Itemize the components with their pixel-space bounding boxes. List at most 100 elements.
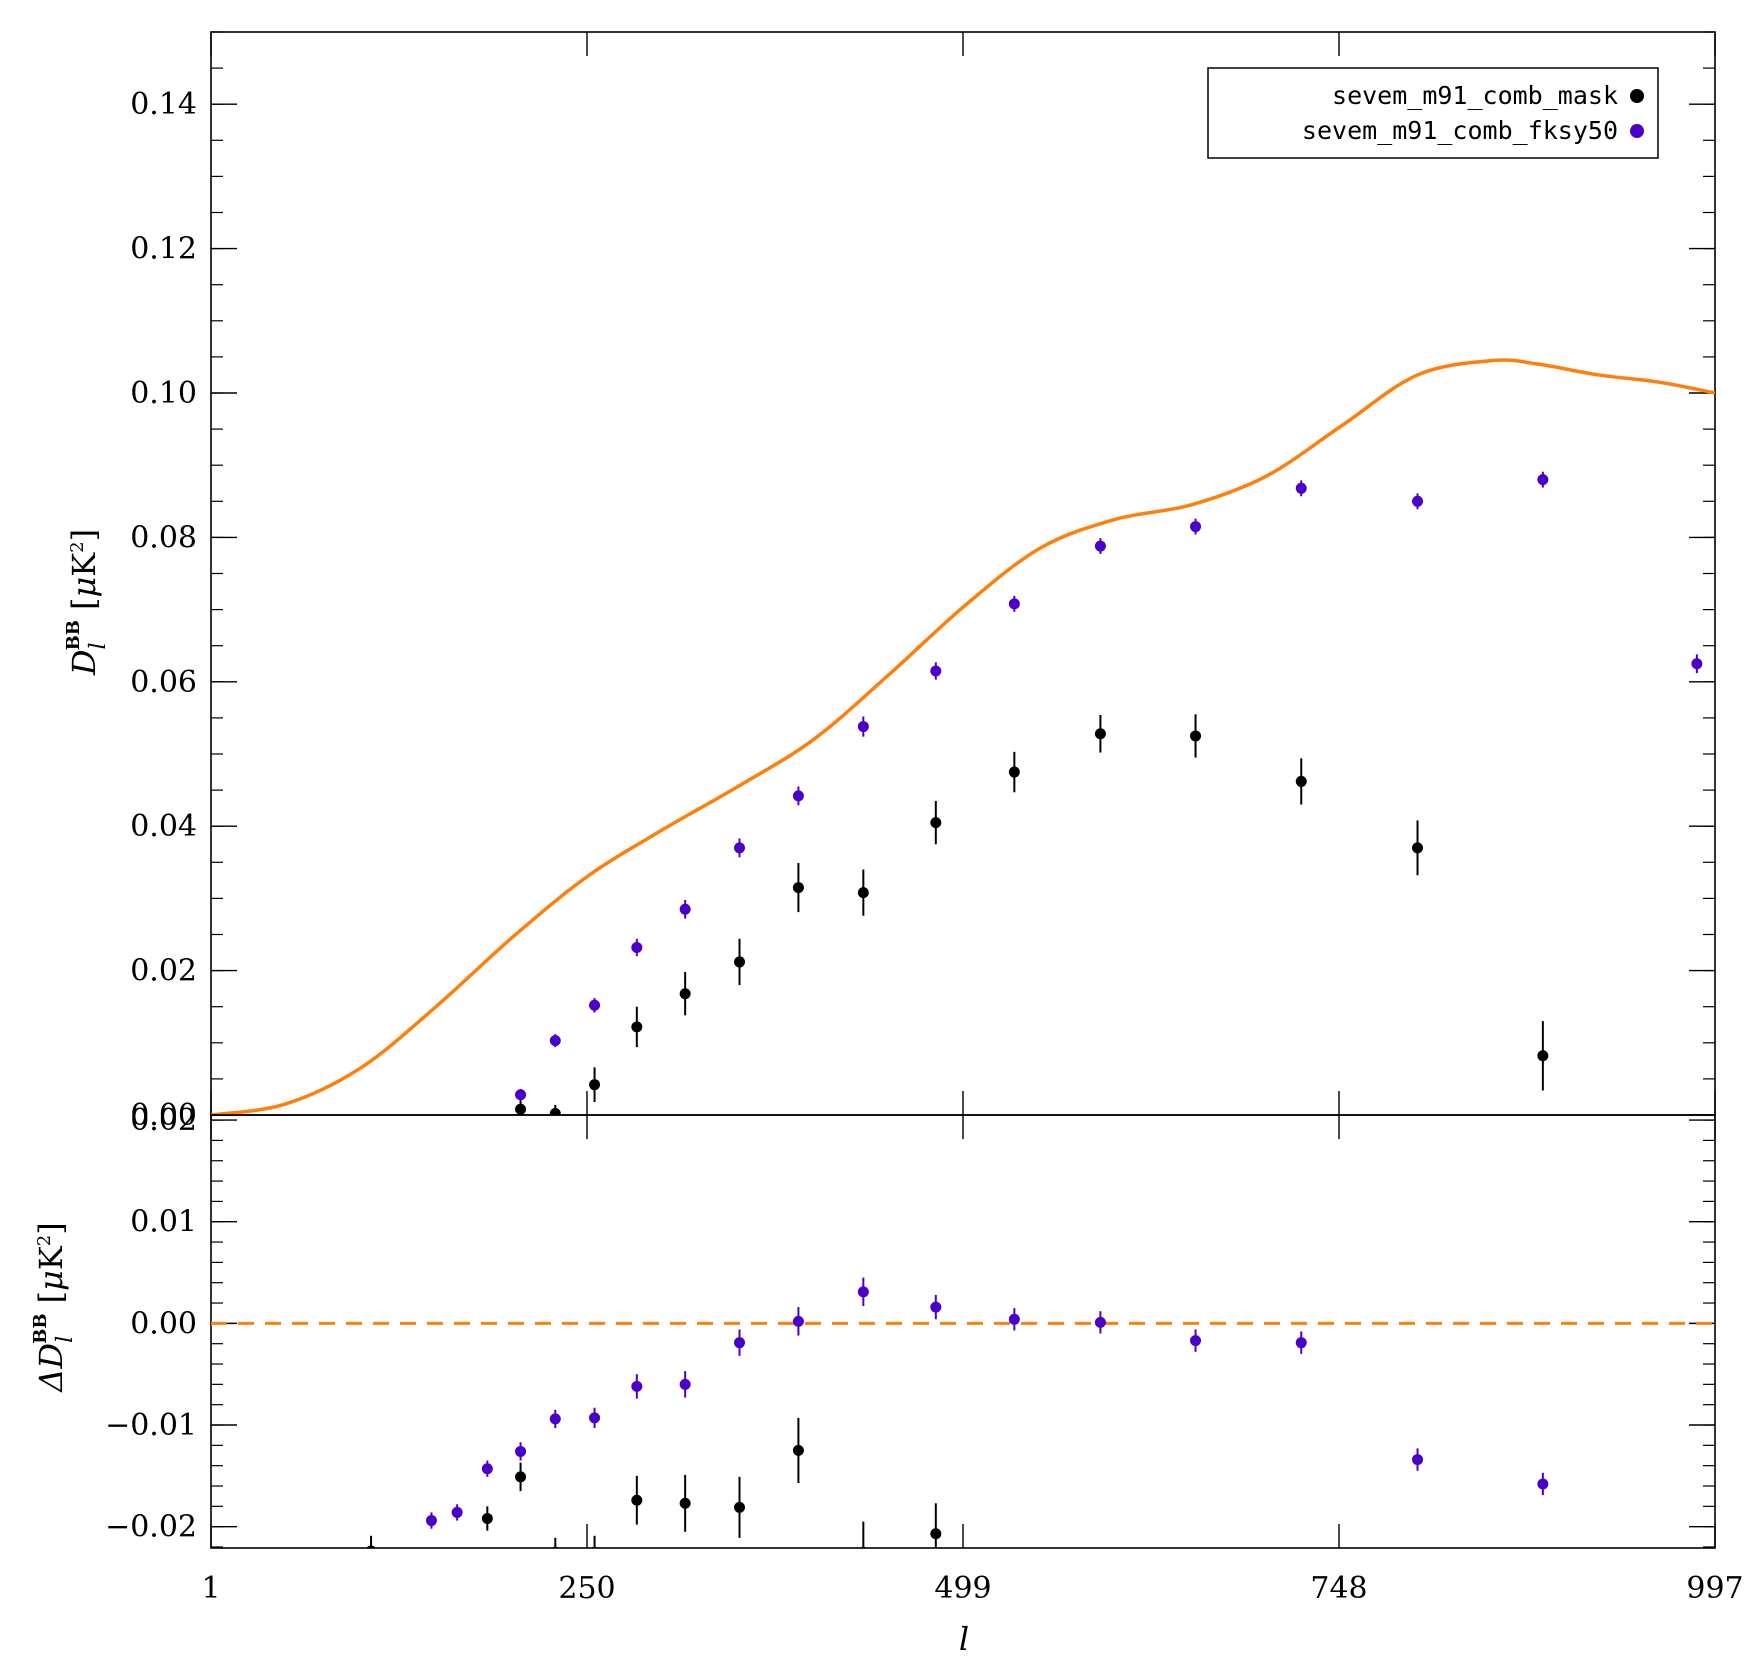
bottom-ylabel-k: K bbox=[32, 1245, 70, 1270]
data-point bbox=[481, 1463, 493, 1475]
data-point bbox=[589, 1079, 601, 1091]
data-point bbox=[1295, 1337, 1307, 1349]
data-point bbox=[1008, 1313, 1020, 1325]
top-y-axis-label: DlBB [μK2] bbox=[63, 529, 111, 676]
data-point bbox=[1537, 474, 1549, 486]
data-point bbox=[679, 903, 691, 915]
data-point bbox=[859, 1546, 868, 1548]
top-ytick-label: 0.02 bbox=[130, 954, 197, 989]
data-point bbox=[451, 1506, 463, 1518]
xtick-label: 1 bbox=[201, 1571, 220, 1606]
data-point bbox=[515, 1471, 527, 1483]
data-point bbox=[1691, 658, 1703, 670]
data-point bbox=[679, 988, 691, 1000]
bottom-ylabel-close: ] bbox=[32, 1222, 70, 1234]
data-point bbox=[631, 941, 643, 953]
legend-box bbox=[1207, 67, 1659, 159]
data-point bbox=[1094, 728, 1106, 740]
data-point bbox=[930, 665, 942, 677]
data-point bbox=[857, 887, 869, 899]
data-point bbox=[549, 1035, 561, 1047]
top-ylabel-main: D bbox=[65, 649, 103, 676]
top-ytick-label: 0.14 bbox=[130, 87, 197, 122]
bottom-y-axis-label: ΔDlBB [μK2] bbox=[30, 1222, 78, 1393]
data-point bbox=[679, 1497, 691, 1509]
bottom-ytick-label: 0.00 bbox=[130, 1306, 197, 1341]
legend: sevem_m91_comb_mask sevem_m91_comb_fksy5… bbox=[1207, 67, 1659, 159]
data-point bbox=[590, 1546, 599, 1548]
top-plot-frame bbox=[210, 31, 1716, 1116]
data-point bbox=[792, 1444, 804, 1456]
xtick-label: 997 bbox=[1686, 1571, 1743, 1606]
data-point bbox=[930, 1301, 942, 1313]
data-point bbox=[631, 1494, 643, 1506]
top-ylabel-k: K bbox=[65, 552, 103, 577]
data-point bbox=[792, 1315, 804, 1327]
bottom-ytick-label: 0.02 bbox=[130, 1103, 197, 1138]
data-point bbox=[679, 1378, 691, 1390]
top-ytick-label: 0.06 bbox=[130, 665, 197, 700]
bottom-ylabel-sub: l bbox=[53, 1336, 78, 1343]
top-ylabel-sup: BB bbox=[63, 620, 84, 650]
data-point bbox=[1094, 540, 1106, 552]
bottom-plot-area bbox=[211, 1277, 1715, 1548]
xtick-label: 499 bbox=[934, 1571, 991, 1606]
legend-label-mask: sevem_m91_comb_mask bbox=[1332, 81, 1618, 110]
data-point bbox=[515, 1089, 527, 1101]
series-sevem_m91_comb_mask bbox=[366, 1417, 942, 1548]
series-sevem_m91_comb_fksy50 bbox=[515, 471, 1703, 1101]
xtick-label: 250 bbox=[558, 1571, 615, 1606]
data-point bbox=[734, 1337, 746, 1349]
series-sevem_m91_comb_fksy50 bbox=[425, 1277, 1549, 1529]
data-point bbox=[792, 790, 804, 802]
data-point bbox=[1094, 1316, 1106, 1328]
data-point bbox=[1537, 1050, 1549, 1062]
top-ylabel-mu: μ bbox=[65, 577, 103, 598]
legend-marker-mask bbox=[1630, 89, 1644, 103]
data-point bbox=[366, 1545, 376, 1548]
top-ytick-label: 0.00 bbox=[130, 1098, 197, 1133]
data-point bbox=[589, 999, 601, 1011]
data-point bbox=[631, 1380, 643, 1392]
bottom-ylabel-mu: μ bbox=[32, 1270, 70, 1291]
top-ytick-label: 0.04 bbox=[130, 809, 197, 844]
bottom-plot-frame bbox=[210, 1114, 1716, 1549]
data-point bbox=[515, 1445, 527, 1457]
data-point bbox=[1412, 1454, 1424, 1466]
top-ylabel-exp: 2 bbox=[67, 541, 88, 552]
top-ylabel-close: ] bbox=[65, 529, 103, 541]
data-point bbox=[734, 842, 746, 854]
top-ytick-label: 0.08 bbox=[130, 520, 197, 555]
bottom-ylabel-sup: BB bbox=[30, 1313, 51, 1343]
data-point bbox=[792, 882, 804, 894]
legend-marker-fksy50 bbox=[1630, 124, 1644, 138]
data-point bbox=[930, 1528, 942, 1540]
theory-model-curve bbox=[211, 358, 1715, 1115]
data-point bbox=[589, 1412, 601, 1424]
bottom-ytick-label: 0.01 bbox=[130, 1205, 197, 1240]
legend-label-fksy50: sevem_m91_comb_fksy50 bbox=[1302, 116, 1618, 145]
data-point bbox=[1190, 521, 1202, 533]
top-panel: 0.00 0.02 0.04 0.06 0.08 0.10 0.12 0.14 bbox=[130, 31, 1716, 1133]
data-point bbox=[1190, 730, 1202, 742]
bottom-ylabel-exp: 2 bbox=[34, 1235, 55, 1246]
data-point bbox=[551, 1546, 559, 1548]
data-point bbox=[1412, 495, 1424, 507]
data-point bbox=[857, 721, 869, 733]
top-ylabel-open: [ bbox=[65, 598, 103, 610]
top-ylabel-sub: l bbox=[86, 642, 111, 649]
x-axis-label: l bbox=[959, 1620, 969, 1658]
bottom-ylabel-main: ΔD bbox=[32, 1343, 70, 1394]
series-sevem_m91_comb_mask bbox=[515, 714, 1549, 1115]
data-point bbox=[1295, 775, 1307, 787]
data-point bbox=[930, 817, 942, 829]
top-plot-area bbox=[211, 358, 1715, 1115]
data-point bbox=[481, 1513, 493, 1525]
data-point bbox=[631, 1021, 643, 1033]
bottom-ytick-label: −0.02 bbox=[105, 1510, 197, 1545]
xtick-label: 748 bbox=[1310, 1571, 1367, 1606]
data-point bbox=[734, 956, 746, 968]
data-point bbox=[515, 1103, 527, 1115]
